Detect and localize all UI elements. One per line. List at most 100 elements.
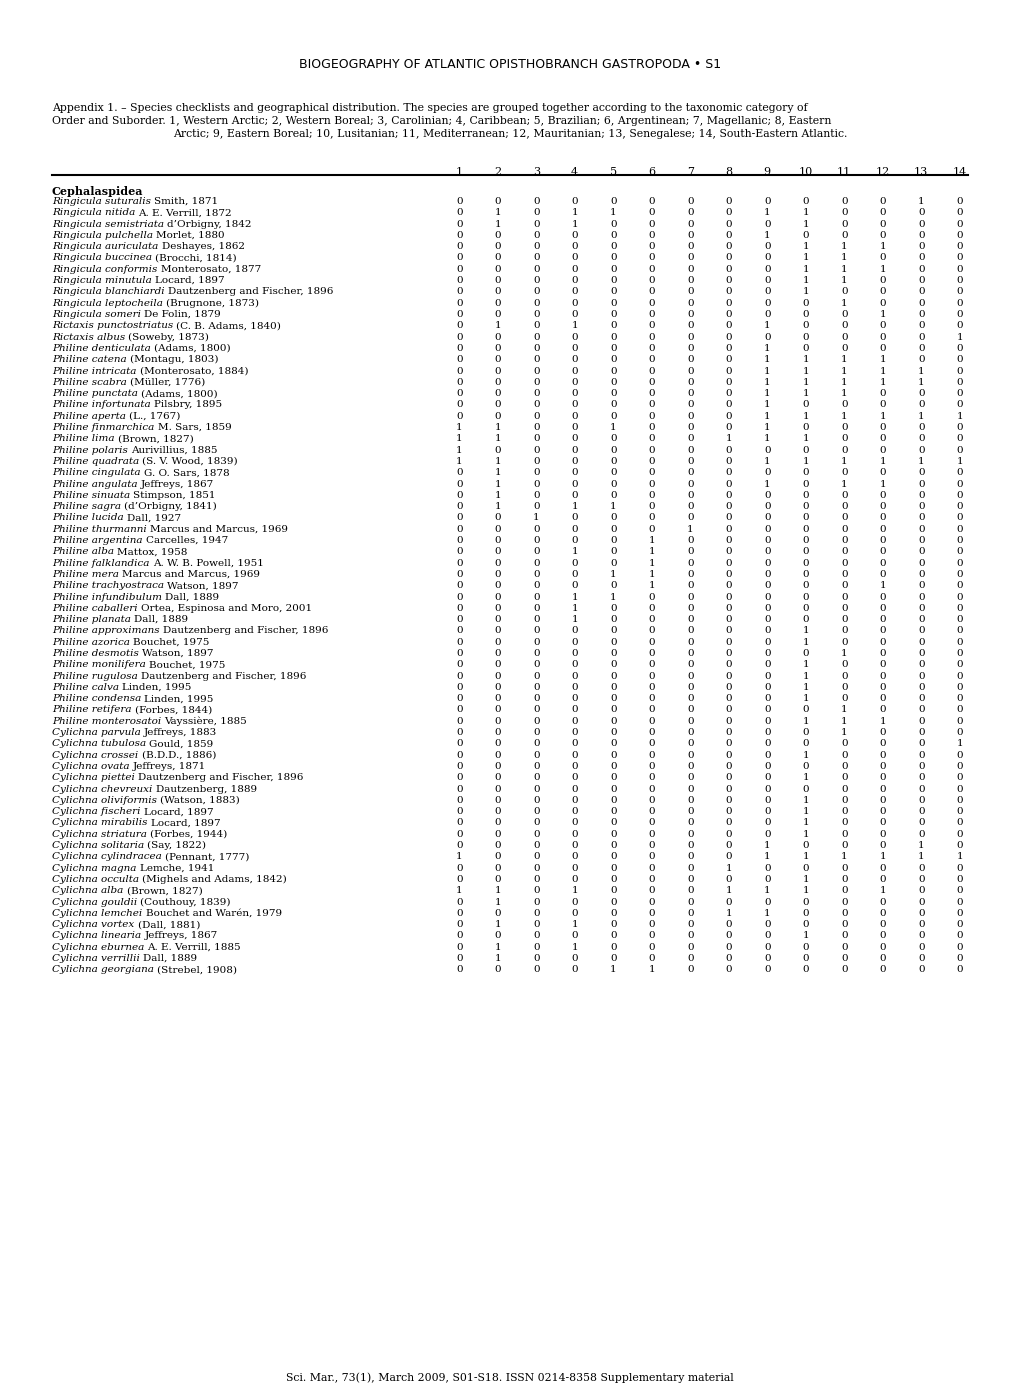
Text: 1: 1 (840, 242, 847, 251)
Text: 0: 0 (725, 332, 732, 342)
Text: 1: 1 (494, 920, 500, 929)
Text: 1: 1 (571, 219, 578, 229)
Text: 9: 9 (763, 167, 770, 176)
Text: 0: 0 (455, 558, 462, 568)
Text: 0: 0 (648, 367, 654, 375)
Text: 0: 0 (763, 943, 769, 951)
Text: 0: 0 (571, 367, 578, 375)
Text: 0: 0 (840, 435, 847, 443)
Text: 1: 1 (917, 378, 923, 386)
Text: 1: 1 (802, 796, 808, 804)
Text: 0: 0 (532, 378, 539, 386)
Text: 1: 1 (840, 389, 847, 399)
Text: 0: 0 (571, 389, 578, 399)
Text: 0: 0 (763, 638, 769, 647)
Text: 1: 1 (956, 739, 962, 749)
Text: 0: 0 (840, 750, 847, 760)
Text: Ringicula someri: Ringicula someri (52, 310, 144, 319)
Text: 0: 0 (840, 514, 847, 522)
Text: 1: 1 (802, 288, 808, 296)
Text: 0: 0 (648, 400, 654, 410)
Text: 0: 0 (956, 468, 962, 478)
Text: Bouchet, 1975: Bouchet, 1975 (149, 660, 225, 669)
Text: 1: 1 (802, 265, 808, 274)
Text: 0: 0 (917, 739, 923, 749)
Text: 0: 0 (956, 536, 962, 544)
Text: 0: 0 (532, 231, 539, 240)
Text: 0: 0 (840, 197, 847, 206)
Text: 0: 0 (956, 525, 962, 533)
Text: 0: 0 (609, 525, 615, 533)
Text: Dautzenberg, 1889: Dautzenberg, 1889 (156, 785, 257, 793)
Text: 0: 0 (532, 367, 539, 375)
Text: 0: 0 (878, 208, 886, 217)
Text: 1: 1 (609, 593, 615, 601)
Text: 1: 1 (802, 750, 808, 760)
Text: 0: 0 (686, 672, 693, 681)
Text: 0: 0 (917, 435, 923, 443)
Text: 0: 0 (840, 446, 847, 454)
Text: 0: 0 (763, 332, 769, 342)
Text: 0: 0 (840, 604, 847, 613)
Text: 0: 0 (494, 660, 500, 669)
Text: 0: 0 (917, 954, 923, 963)
Text: 5: 5 (609, 167, 616, 176)
Text: 0: 0 (725, 389, 732, 399)
Text: 0: 0 (609, 763, 615, 771)
Text: Aurivillius, 1885: Aurivillius, 1885 (131, 446, 217, 454)
Text: 0: 0 (956, 818, 962, 828)
Text: 1: 1 (802, 853, 808, 861)
Text: 0: 0 (763, 468, 769, 478)
Text: 1: 1 (802, 356, 808, 364)
Text: 0: 0 (648, 310, 654, 319)
Text: Philine falklandica: Philine falklandica (52, 558, 153, 568)
Text: 0: 0 (571, 254, 578, 263)
Text: 0: 0 (956, 581, 962, 590)
Text: 0: 0 (648, 593, 654, 601)
Text: 0: 0 (494, 400, 500, 410)
Text: 6: 6 (647, 167, 654, 176)
Text: (Brown, 1827): (Brown, 1827) (126, 886, 202, 896)
Text: 1: 1 (648, 569, 654, 579)
Text: 0: 0 (686, 638, 693, 647)
Text: 0: 0 (571, 525, 578, 533)
Text: 0: 0 (609, 842, 615, 850)
Text: 0: 0 (878, 446, 886, 454)
Text: Philine approximans: Philine approximans (52, 626, 163, 635)
Text: 0: 0 (609, 818, 615, 828)
Text: 0: 0 (917, 615, 923, 624)
Text: 0: 0 (878, 547, 886, 557)
Text: 0: 0 (725, 615, 732, 624)
Text: 0: 0 (532, 479, 539, 489)
Text: 0: 0 (648, 411, 654, 421)
Text: 0: 0 (840, 683, 847, 692)
Text: 0: 0 (532, 310, 539, 319)
Text: 0: 0 (455, 536, 462, 544)
Text: Locard, 1897: Locard, 1897 (144, 807, 213, 817)
Text: 0: 0 (956, 965, 962, 975)
Text: 0: 0 (571, 774, 578, 782)
Text: Philine alba: Philine alba (52, 547, 117, 557)
Text: 1: 1 (648, 547, 654, 557)
Text: 0: 0 (763, 660, 769, 669)
Text: 0: 0 (763, 197, 769, 206)
Text: 0: 0 (455, 638, 462, 647)
Text: Cephalaspidea: Cephalaspidea (52, 186, 144, 197)
Text: 1: 1 (840, 276, 847, 285)
Text: 1: 1 (763, 411, 769, 421)
Text: 0: 0 (878, 468, 886, 478)
Text: Pilsbry, 1895: Pilsbry, 1895 (154, 400, 222, 410)
Text: 0: 0 (802, 424, 808, 432)
Text: Philine azorica: Philine azorica (52, 638, 133, 647)
Text: 0: 0 (840, 569, 847, 579)
Text: 1: 1 (802, 638, 808, 647)
Text: Cylichna cylindracea: Cylichna cylindracea (52, 853, 165, 861)
Text: 0: 0 (571, 558, 578, 568)
Text: 0: 0 (609, 356, 615, 364)
Text: 0: 0 (917, 468, 923, 478)
Text: 0: 0 (878, 435, 886, 443)
Text: 0: 0 (648, 739, 654, 749)
Text: 0: 0 (956, 875, 962, 883)
Text: 1: 1 (802, 829, 808, 839)
Text: G. O. Sars, 1878: G. O. Sars, 1878 (144, 468, 229, 478)
